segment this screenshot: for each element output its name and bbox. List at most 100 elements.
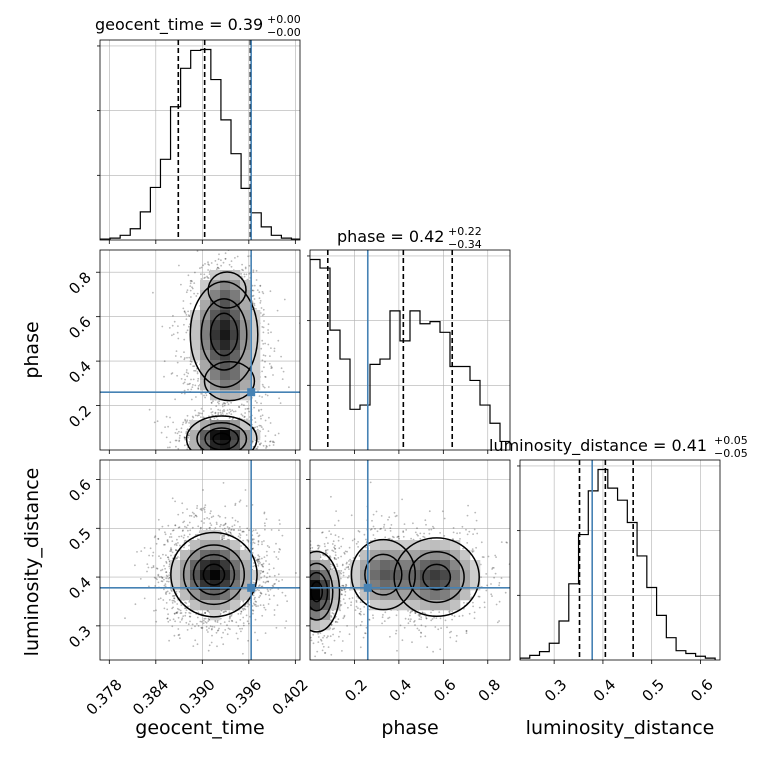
sample-point	[208, 618, 211, 621]
sample-point	[260, 307, 263, 309]
sample-point	[175, 611, 178, 614]
sample-point	[183, 381, 186, 384]
sample-point	[173, 320, 176, 323]
sample-point	[241, 457, 243, 459]
sample-point	[199, 267, 201, 270]
sample-point	[263, 606, 266, 609]
density-cell	[200, 550, 211, 561]
sample-point	[215, 451, 217, 453]
sample-point	[302, 624, 304, 626]
truth-marker-phase_vs_geocent_time	[247, 388, 256, 397]
density-cell	[250, 360, 261, 371]
sample-point	[163, 578, 165, 581]
density-cell	[190, 440, 201, 450]
sample-point	[186, 375, 189, 378]
sample-point	[196, 507, 198, 509]
sample-point	[196, 623, 198, 625]
sample-point	[234, 454, 236, 456]
sample-point	[256, 639, 259, 642]
sample-point	[275, 626, 278, 629]
sample-point	[173, 612, 176, 615]
sample-point	[134, 564, 136, 567]
sample-point	[265, 445, 268, 447]
hist-panel-luminosity-distance	[520, 460, 720, 660]
sample-point	[183, 546, 185, 549]
sample-point	[195, 396, 197, 398]
density-cell	[220, 360, 231, 371]
sample-point	[266, 394, 269, 397]
sample-point	[197, 385, 200, 387]
sample-point	[225, 470, 227, 472]
sample-point	[245, 505, 248, 507]
sample-point	[202, 465, 204, 467]
sample-point	[197, 455, 199, 457]
sample-point	[167, 613, 170, 616]
sample-point	[184, 420, 187, 422]
density-cell	[200, 440, 211, 450]
sample-point	[176, 557, 179, 560]
sample-point	[256, 425, 259, 428]
sample-point	[175, 549, 177, 552]
sample-point	[214, 412, 217, 414]
sample-point	[262, 385, 265, 388]
sample-point	[260, 417, 262, 420]
sample-point	[186, 414, 189, 417]
sample-point	[185, 291, 188, 294]
sample-point	[241, 268, 244, 271]
sample-point	[264, 463, 266, 465]
sample-point	[206, 275, 208, 278]
sample-point	[199, 455, 201, 457]
sample-point	[196, 643, 199, 646]
sample-point	[254, 463, 256, 465]
sample-point	[165, 602, 168, 604]
density-cell	[220, 320, 231, 331]
sample-point	[302, 583, 304, 585]
sample-point	[343, 553, 346, 555]
sample-point	[273, 441, 276, 444]
sample-point	[308, 583, 310, 585]
sample-point	[243, 415, 246, 418]
sample-point	[279, 548, 281, 551]
sample-point	[174, 432, 177, 434]
hist-panel-geocent-time	[100, 40, 300, 240]
sample-point	[188, 440, 191, 443]
sample-point	[209, 451, 211, 453]
sample-point	[152, 565, 155, 567]
sample-point	[248, 603, 251, 606]
sample-point	[261, 291, 264, 293]
contour-3-0	[202, 563, 226, 586]
sample-point	[181, 502, 184, 505]
sample-point	[174, 557, 177, 560]
sample-point	[173, 473, 175, 475]
sample-point	[257, 558, 259, 561]
sample-point	[167, 425, 170, 428]
density-cell	[210, 610, 221, 621]
sample-point	[180, 612, 183, 614]
sample-point	[246, 605, 249, 608]
sample-point	[211, 475, 213, 477]
sample-point	[238, 405, 240, 408]
density-cell	[230, 390, 241, 401]
sample-point	[200, 520, 203, 523]
sample-point	[267, 603, 270, 605]
sample-point	[231, 452, 233, 454]
sample-point	[230, 401, 233, 404]
sample-point	[140, 550, 143, 552]
sample-point	[265, 580, 268, 583]
density-cell	[220, 550, 231, 561]
sample-point	[275, 542, 277, 545]
sample-point	[258, 555, 261, 558]
sample-point	[217, 266, 219, 269]
sample-point	[227, 627, 230, 630]
sample-point	[223, 409, 225, 411]
sample-point	[261, 614, 264, 617]
sample-point	[251, 609, 254, 611]
sample-point	[244, 266, 247, 269]
density-cell	[190, 340, 201, 351]
sample-point	[178, 526, 181, 528]
sample-point	[285, 581, 287, 583]
sample-point	[165, 577, 168, 580]
sample-point	[220, 636, 223, 639]
sample-point	[249, 456, 251, 458]
sample-point	[153, 576, 156, 579]
